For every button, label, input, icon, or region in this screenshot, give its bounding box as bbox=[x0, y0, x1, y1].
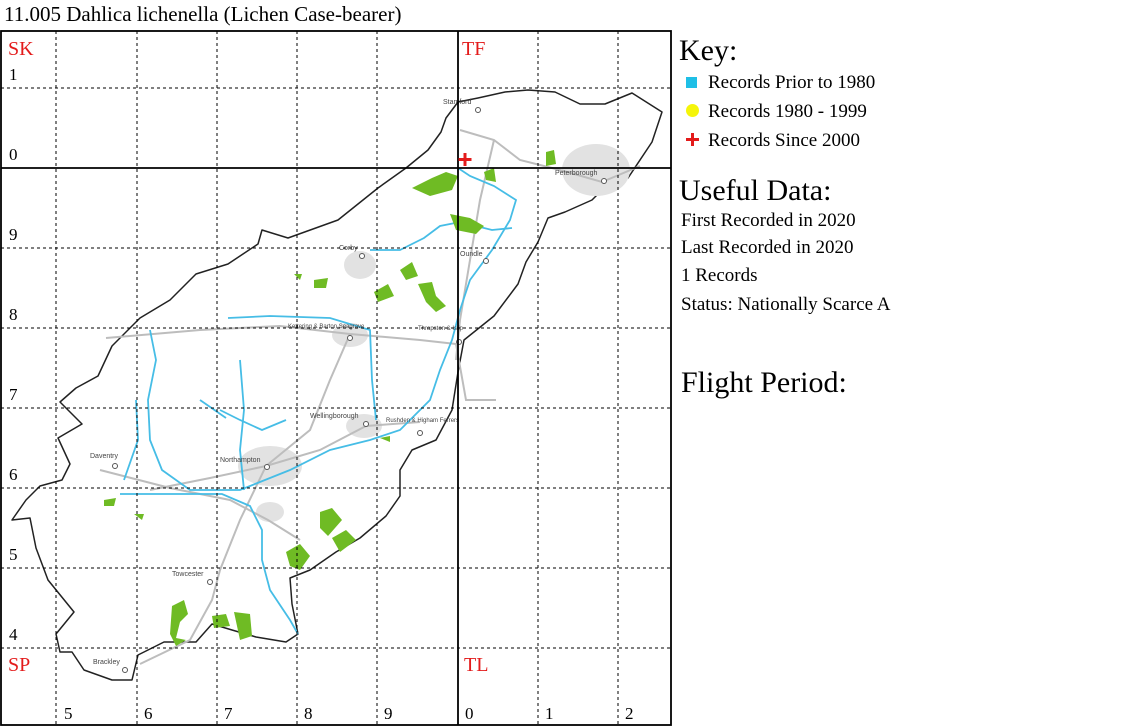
row-label: 0 bbox=[9, 145, 18, 164]
yellow-dot-icon bbox=[686, 104, 699, 117]
town-peterborough: Peterborough bbox=[555, 170, 598, 177]
town-brackley: Brackley bbox=[93, 659, 120, 666]
key-label: Records Since 2000 bbox=[708, 130, 860, 151]
roads bbox=[99, 129, 641, 665]
grid-lines bbox=[1, 31, 671, 725]
row-label: 4 bbox=[9, 625, 18, 644]
map-title: 11.005 Dahlica lichenella (Lichen Case-b… bbox=[4, 2, 402, 26]
useful-data-title: Useful Data: bbox=[679, 174, 832, 207]
first-recorded: First Recorded in 2020 bbox=[681, 210, 856, 231]
town-daventry: Daventry bbox=[90, 453, 119, 460]
col-label: 1 bbox=[545, 704, 554, 723]
cyan-square-icon bbox=[686, 77, 697, 88]
key-label: Records 1980 - 1999 bbox=[708, 101, 867, 122]
town-wellingborough: Wellingborough bbox=[310, 413, 359, 420]
last-recorded: Last Recorded in 2020 bbox=[681, 237, 854, 258]
square-label-tf: TF bbox=[462, 38, 485, 60]
red-plus-icon bbox=[686, 133, 699, 146]
status: Status: Nationally Scarce A bbox=[681, 294, 891, 315]
record-count: 1 Records bbox=[681, 265, 758, 286]
town-kettering: Kettering & Barton Seagrave bbox=[288, 324, 365, 330]
flight-period-title: Flight Period: bbox=[681, 366, 847, 399]
record-since-2000-marker bbox=[458, 153, 472, 166]
town-thrapston: Thrapston & Islip bbox=[418, 326, 464, 332]
row-label: 1 bbox=[9, 65, 18, 84]
col-label: 6 bbox=[144, 704, 153, 723]
col-label: 8 bbox=[304, 704, 313, 723]
distribution-map: Stamford Peterborough Corby Oundle Kette… bbox=[0, 30, 672, 726]
square-boundaries bbox=[0, 30, 672, 726]
col-label: 7 bbox=[224, 704, 233, 723]
town-towcester: Towcester bbox=[172, 571, 204, 578]
town-oundle: Oundle bbox=[460, 251, 483, 258]
row-label: 8 bbox=[9, 305, 18, 324]
square-label-sk: SK bbox=[8, 38, 34, 60]
col-label: 5 bbox=[64, 704, 73, 723]
town-northampton: Northampton bbox=[220, 457, 261, 464]
town-corby: Corby bbox=[339, 245, 358, 252]
row-label: 6 bbox=[9, 465, 18, 484]
square-label-sp: SP bbox=[8, 654, 30, 676]
row-label: 5 bbox=[9, 545, 18, 564]
col-label: 9 bbox=[384, 704, 393, 723]
key-item-1980-1999: Records 1980 - 1999 bbox=[686, 101, 867, 123]
square-label-tl: TL bbox=[464, 654, 488, 676]
key-item-prior-1980: Records Prior to 1980 bbox=[686, 72, 875, 94]
col-label: 0 bbox=[465, 704, 474, 723]
row-label: 9 bbox=[9, 225, 18, 244]
key-label: Records Prior to 1980 bbox=[708, 72, 876, 93]
town-rushden: Rushden & Higham Ferrers bbox=[386, 418, 459, 424]
key-item-since-2000: Records Since 2000 bbox=[686, 130, 860, 152]
key-title: Key: bbox=[679, 34, 738, 67]
row-label: 7 bbox=[9, 385, 18, 404]
rivers bbox=[120, 167, 518, 635]
col-label: 2 bbox=[625, 704, 634, 723]
